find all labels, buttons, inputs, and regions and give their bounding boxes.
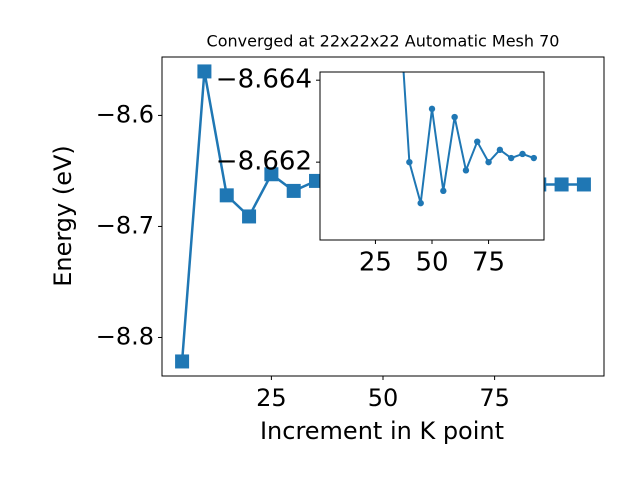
- y-axis-label: Energy (eV): [49, 145, 77, 287]
- x-tick-label: 75: [472, 248, 505, 278]
- marker: [440, 187, 447, 195]
- marker: [554, 177, 569, 192]
- marker: [576, 177, 591, 192]
- y-tick-label: −8.664: [216, 65, 312, 95]
- axes-frame: [319, 71, 545, 241]
- x-tick-label: 50: [415, 248, 448, 278]
- marker: [474, 138, 481, 145]
- marker: [286, 183, 301, 198]
- marker: [242, 209, 257, 224]
- x-tick-label: 75: [479, 384, 510, 412]
- y-tick-label: −8.6: [96, 100, 154, 128]
- marker: [197, 64, 212, 79]
- marker: [219, 188, 234, 203]
- marker: [417, 199, 424, 207]
- marker: [530, 154, 538, 162]
- marker: [264, 167, 279, 182]
- marker: [428, 105, 436, 113]
- x-axis-label: Increment in K point: [260, 417, 504, 445]
- chart-title: Converged at 22x22x22 Automatic Mesh 70: [207, 32, 560, 51]
- axes-frame: [161, 56, 605, 377]
- x-tick-label: 25: [359, 248, 392, 278]
- marker: [451, 113, 458, 121]
- y-tick-label: −8.662: [216, 147, 312, 177]
- x-tick-label: 25: [256, 384, 287, 412]
- marker: [406, 158, 413, 166]
- marker: [496, 146, 504, 154]
- y-tick-label: −8.8: [96, 322, 154, 350]
- marker: [485, 158, 492, 166]
- marker: [519, 150, 526, 158]
- x-tick-label: 50: [368, 384, 399, 412]
- plot-area: [402, 72, 538, 207]
- marker: [175, 354, 190, 369]
- marker: [462, 167, 470, 174]
- marker: [507, 154, 515, 162]
- y-tick-label: −8.7: [96, 211, 154, 239]
